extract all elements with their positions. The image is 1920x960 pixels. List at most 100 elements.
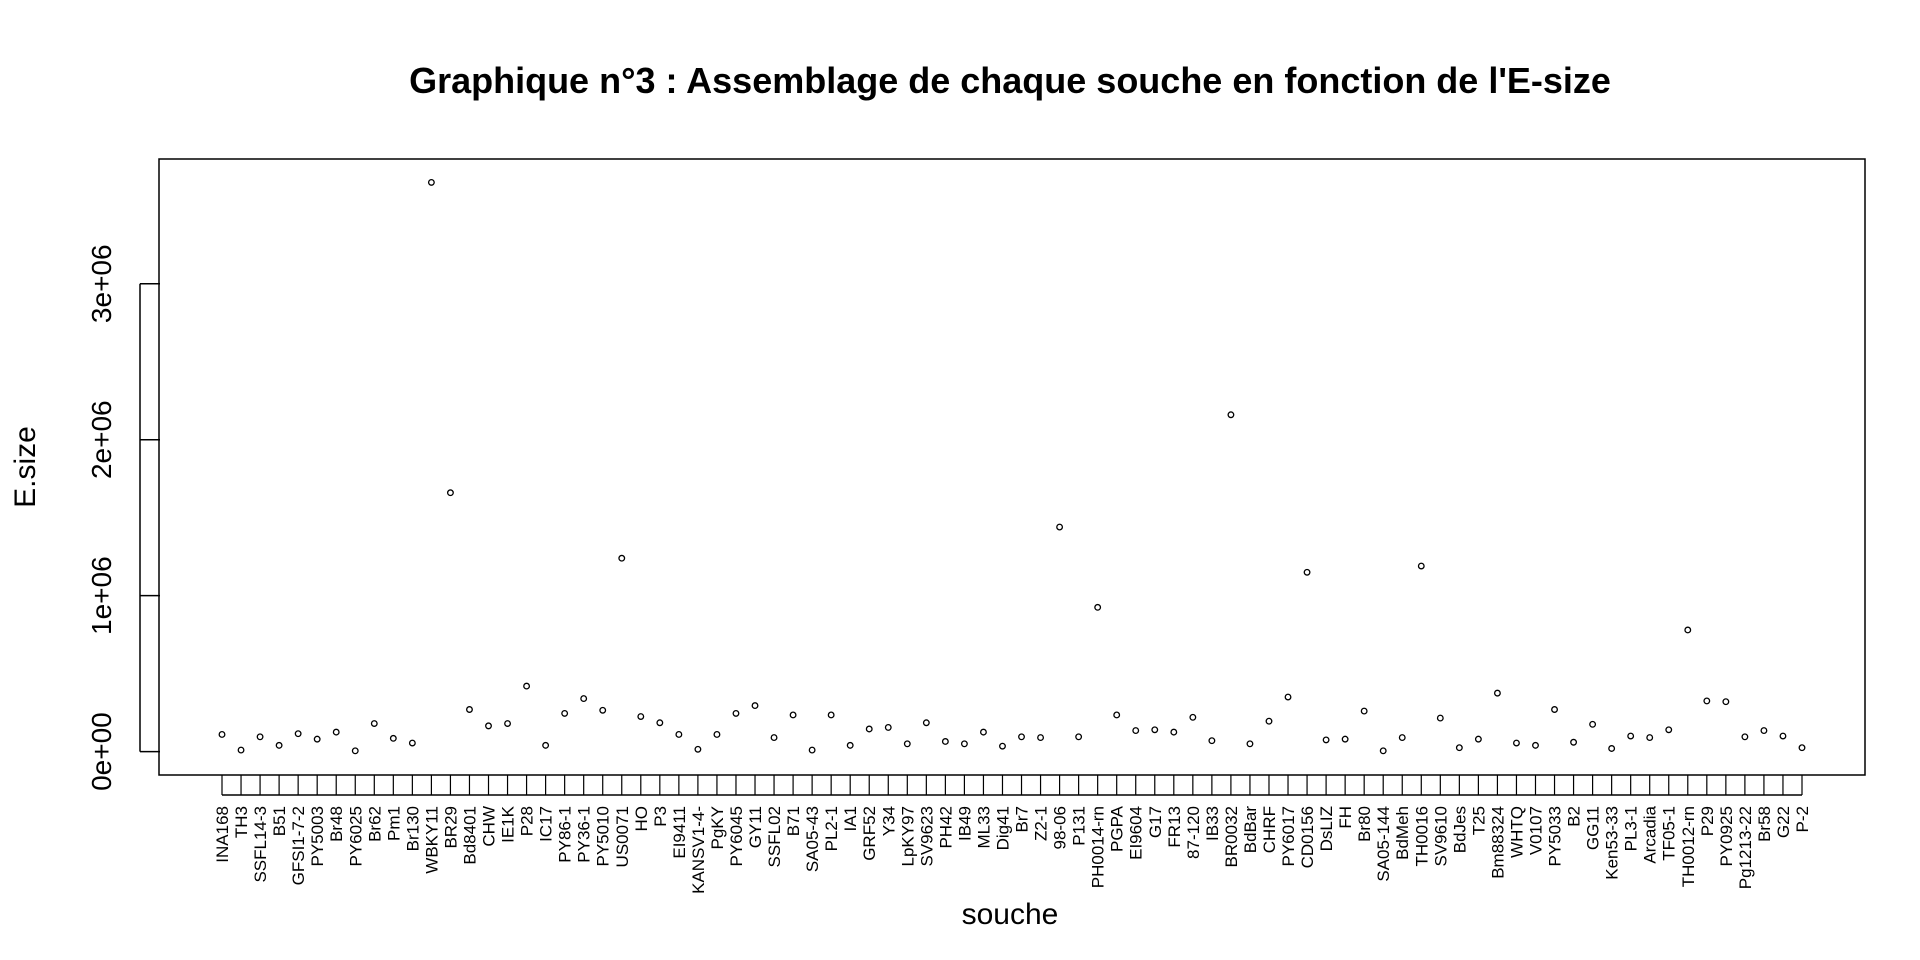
x-tick-label: EI9604 — [1127, 806, 1146, 860]
data-point — [1474, 735, 1482, 743]
x-tick-label: IA1 — [841, 806, 860, 832]
data-point — [941, 738, 949, 745]
data-point — [1722, 698, 1730, 706]
data-point — [1532, 741, 1539, 749]
x-tick-label: Bd8401 — [460, 806, 479, 865]
x-tick-label: Bm88324 — [1488, 806, 1507, 879]
data-point — [732, 709, 740, 717]
data-point — [979, 728, 987, 736]
x-tick-label: Arcadia — [1641, 805, 1660, 863]
data-point — [1018, 733, 1025, 741]
y-tick-label: 2e+06 — [86, 400, 117, 479]
data-point — [675, 731, 683, 738]
data-point — [237, 746, 245, 754]
x-tick-label: G22 — [1774, 806, 1793, 838]
data-point — [1608, 745, 1616, 752]
data-point — [694, 745, 702, 753]
data-point — [218, 731, 226, 738]
data-point — [1570, 738, 1578, 746]
data-point — [846, 741, 854, 749]
data-point — [1798, 744, 1806, 752]
x-tick-label: Z2-1 — [1032, 806, 1051, 841]
data-point — [294, 730, 302, 738]
x-tick-label: V0107 — [1526, 806, 1545, 855]
data-point — [1170, 728, 1178, 736]
x-tick-label: CHRF — [1260, 806, 1279, 853]
data-point — [1037, 734, 1045, 742]
data-point — [1417, 562, 1425, 570]
data-point — [960, 740, 968, 748]
x-tick-label: IB33 — [1203, 806, 1222, 841]
x-tick-label: IB49 — [955, 806, 974, 841]
x-axis-label: souche — [962, 898, 1059, 931]
y-axis-label: E.size — [9, 426, 42, 508]
data-point — [1303, 568, 1311, 576]
data-point — [808, 746, 816, 754]
data-point — [1151, 726, 1159, 734]
data-point — [389, 734, 397, 742]
x-tick-label: ML33 — [974, 806, 993, 849]
x-tick-label: GG11 — [1584, 806, 1603, 850]
x-tick-label: TF05-1 — [1660, 806, 1679, 861]
data-point — [523, 682, 531, 690]
x-tick-label: US0071 — [613, 806, 632, 867]
data-point — [1094, 603, 1102, 611]
x-tick-label: WHTQ — [1507, 806, 1526, 858]
data-point — [351, 747, 359, 755]
x-tick-label: GFSI1-7-2 — [289, 806, 308, 885]
data-point — [275, 741, 283, 749]
x-tick-label: Br7 — [1013, 806, 1032, 832]
x-tick-label: PY5033 — [1546, 806, 1565, 867]
x-tick-label: T25 — [1469, 806, 1488, 835]
data-point — [542, 741, 550, 749]
x-tick-label: SA05-43 — [803, 806, 822, 872]
x-tick-label: GRF52 — [860, 806, 879, 861]
data-point — [466, 706, 473, 713]
x-tick-label: Pg1213-22 — [1736, 806, 1755, 889]
data-point — [1513, 739, 1520, 747]
data-point — [1113, 711, 1121, 719]
x-tick-label: EI9411 — [670, 806, 689, 859]
data-point — [1684, 626, 1692, 634]
data-point — [1703, 697, 1711, 705]
x-tick-label: SV9623 — [917, 806, 936, 867]
data-point — [1075, 733, 1083, 741]
data-point — [1379, 747, 1387, 755]
x-tick-label: LpKY97 — [898, 806, 917, 867]
data-point — [1779, 732, 1787, 740]
data-point — [1284, 693, 1292, 701]
x-tick-label: DsLIZ — [1317, 806, 1336, 851]
x-tick-label: TH0012-rn — [1679, 806, 1698, 887]
x-tick-label: SV9610 — [1431, 806, 1450, 867]
data-point — [504, 720, 511, 727]
x-tick-label: PY5010 — [594, 806, 613, 867]
x-tick-label: PY36-1 — [575, 806, 594, 863]
x-tick-label: B71 — [784, 806, 803, 836]
x-tick-label: INA168 — [213, 806, 232, 863]
x-tick-label: P29 — [1698, 806, 1717, 836]
data-point — [332, 728, 340, 736]
data-point — [1493, 689, 1501, 697]
x-tick-label: 98-06 — [1051, 806, 1070, 849]
data-point — [1322, 736, 1330, 744]
data-point — [446, 489, 454, 497]
data-point — [1189, 713, 1197, 721]
x-tick-label: B51 — [270, 806, 289, 836]
x-tick-label: PL3-1 — [1622, 806, 1641, 851]
data-point — [1760, 727, 1768, 735]
x-tick-label: TH3 — [232, 806, 251, 838]
x-tick-label: Br130 — [403, 806, 422, 851]
x-tick-label: Br62 — [365, 806, 384, 842]
data-point — [1741, 733, 1749, 741]
x-tick-label: P-2 — [1793, 806, 1812, 832]
x-tick-label: IE1K — [499, 805, 518, 843]
x-tick-label: Br80 — [1355, 806, 1374, 842]
data-point — [1455, 744, 1463, 752]
x-tick-label: SA05-144 — [1374, 806, 1393, 882]
data-point — [999, 742, 1006, 750]
x-tick-label: P3 — [651, 806, 670, 827]
data-point — [1246, 740, 1254, 748]
x-tick-label: CD0156 — [1298, 806, 1317, 868]
plot-area-border — [158, 158, 1866, 776]
